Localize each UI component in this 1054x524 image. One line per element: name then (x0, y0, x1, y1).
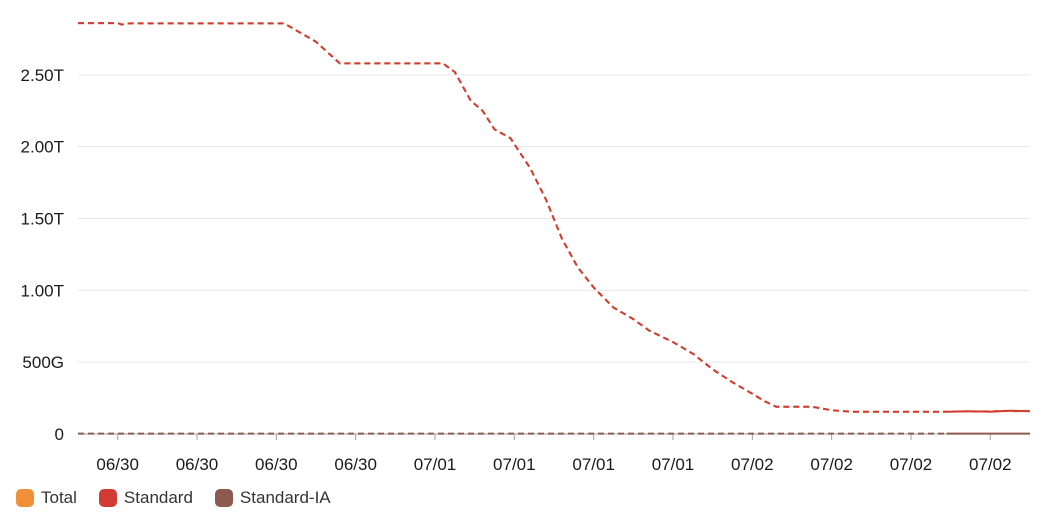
legend-label-standard: Standard (123, 488, 193, 507)
series-line-standard-solid (946, 409, 1031, 413)
y-tick-label-3: 1.50T (21, 210, 64, 229)
legend-swatch-standard (98, 489, 117, 507)
legend-item-standard-ia[interactable]: Standard-IA (214, 488, 331, 508)
legend-item-total[interactable]: Total (16, 488, 77, 508)
y-tick-label-5: 2.50T (21, 66, 64, 85)
x-tick-label-7: 07/01 (652, 455, 695, 474)
x-tick-label-8: 07/02 (731, 455, 774, 474)
x-tick-label-2: 06/30 (255, 455, 298, 474)
x-tick-label-11: 07/02 (969, 455, 1012, 474)
legend-swatch-standard-ia (214, 489, 233, 507)
y-tick-label-4: 2.00T (21, 138, 64, 157)
x-tick-label-6: 07/01 (572, 455, 615, 474)
y-tick-label-2: 1.00T (21, 281, 64, 300)
x-tick-label-5: 07/01 (493, 455, 536, 474)
x-tick-label-9: 07/02 (810, 455, 853, 474)
legend-label-standard-ia: Standard-IA (239, 488, 331, 507)
series-lines (78, 22, 1031, 435)
x-axis: 06/30 06/30 06/30 06/30 07/01 07/01 07/01 07/01… (78, 433, 1030, 474)
x-tick-label-1: 06/30 (176, 455, 219, 474)
legend: Total Standard Standard-IA (16, 488, 331, 508)
x-tick-label-0: 06/30 (96, 455, 139, 474)
legend-swatch-total (16, 489, 34, 507)
x-tick-label-10: 07/02 (890, 455, 933, 474)
legend-item-standard[interactable]: Standard (98, 488, 193, 508)
y-tick-label-1: 500G (22, 353, 64, 372)
x-tick-label-4: 07/01 (414, 455, 457, 474)
y-axis: 0 500G 1.00T 1.50T 2.00T 2.50T (21, 66, 64, 444)
y-tick-label-0: 0 (55, 425, 64, 444)
legend-label-total: Total (41, 488, 77, 507)
series-line-standard (78, 22, 947, 413)
x-tick-label-3: 06/30 (334, 455, 377, 474)
